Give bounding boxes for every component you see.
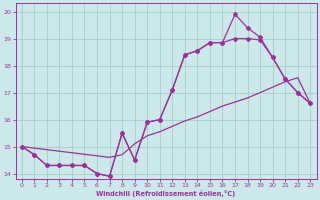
X-axis label: Windchill (Refroidissement éolien,°C): Windchill (Refroidissement éolien,°C): [96, 190, 236, 197]
